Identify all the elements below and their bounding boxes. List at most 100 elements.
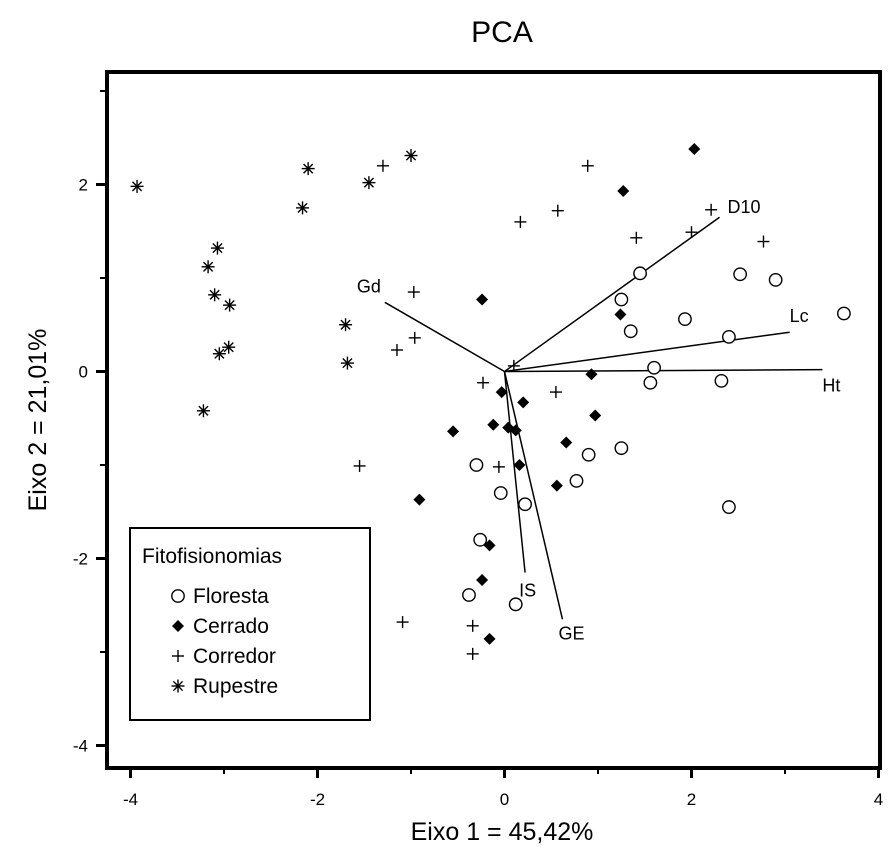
point-corredor <box>551 204 564 217</box>
point-rupestre <box>296 201 310 215</box>
vector-ge <box>503 371 564 620</box>
point-corredor <box>376 159 389 172</box>
x-tick-label: 2 <box>687 790 696 809</box>
point-floresta <box>678 312 692 327</box>
point-corredor <box>408 331 421 344</box>
point-corredor <box>396 616 409 629</box>
point-rupestre <box>196 404 210 418</box>
chart-title: PCA <box>471 16 533 49</box>
point-cerrado <box>517 396 530 409</box>
series-rupestre <box>130 149 418 418</box>
legend-marker-corredor <box>172 650 184 662</box>
loading-vectors: D10 Lc Ht Gd IS GE <box>357 197 841 643</box>
point-floresta <box>647 360 661 375</box>
x-tick-label: -2 <box>310 790 325 809</box>
vector-lc <box>504 331 790 373</box>
point-rupestre <box>201 260 215 274</box>
point-cerrado <box>483 539 496 552</box>
point-corredor <box>514 215 527 228</box>
vector-d10 <box>504 216 720 373</box>
vector-is <box>503 371 526 573</box>
point-floresta <box>837 306 851 321</box>
point-floresta <box>733 267 748 282</box>
point-cerrado <box>487 418 500 431</box>
point-rupestre <box>362 176 376 190</box>
y-tick-label: 0 <box>79 363 88 382</box>
legend: Fitofisionomias Floresta Cerrado Corredor R… <box>129 527 371 721</box>
point-rupestre <box>222 340 236 354</box>
point-floresta <box>633 266 647 281</box>
point-cerrado <box>589 409 602 422</box>
x-tick-label: 4 <box>874 790 883 809</box>
point-corredor <box>466 647 479 660</box>
legend-entries: Floresta Cerrado Corredor Rupestre <box>171 585 278 698</box>
point-floresta <box>581 447 596 462</box>
x-axis: -4 -2 0 2 4 <box>123 766 883 809</box>
point-corredor <box>630 231 643 244</box>
point-floresta <box>614 292 629 307</box>
point-cerrado <box>617 185 630 198</box>
point-cerrado <box>550 479 563 492</box>
series-corredor <box>353 159 770 660</box>
vector-label-d10: D10 <box>728 197 761 217</box>
point-corredor <box>353 459 366 472</box>
point-cerrado <box>585 368 598 381</box>
point-cerrado <box>413 493 426 506</box>
point-cerrado <box>560 436 573 449</box>
y-tick-label: -4 <box>73 737 88 756</box>
legend-title: Fitofisionomias <box>142 545 282 568</box>
x-tick-label: -4 <box>123 790 138 809</box>
legend-label-cerrado: Cerrado <box>193 615 269 638</box>
point-floresta <box>462 588 476 602</box>
point-corredor <box>705 203 718 216</box>
y-axis-label: Eixo 2 = 21,01% <box>24 329 52 512</box>
legend-label-floresta: Floresta <box>193 585 269 608</box>
point-cerrado <box>688 142 701 155</box>
y-axis: -4 -2 0 2 <box>73 90 109 756</box>
point-cerrado <box>509 424 522 437</box>
point-floresta <box>714 373 729 388</box>
point-rupestre <box>339 318 353 332</box>
vector-label-is: IS <box>519 581 536 601</box>
legend-marker-rupestre <box>171 679 185 693</box>
data-points <box>130 142 851 660</box>
x-axis-label: Eixo 1 = 45,42% <box>411 818 594 846</box>
point-corredor <box>476 376 489 389</box>
point-floresta <box>722 500 736 514</box>
y-tick-label: -2 <box>73 550 88 569</box>
point-floresta <box>508 597 523 612</box>
point-floresta <box>722 330 736 344</box>
legend-label-rupestre: Rupestre <box>193 675 278 698</box>
vector-label-gd: Gd <box>357 276 381 296</box>
series-cerrado <box>413 142 701 645</box>
point-floresta <box>493 486 508 500</box>
point-corredor <box>466 619 479 632</box>
point-corredor <box>407 286 420 299</box>
plot-frame <box>105 70 882 770</box>
y-tick-label: 2 <box>79 176 88 195</box>
point-cerrado <box>513 459 526 471</box>
point-floresta <box>569 473 584 488</box>
legend-marker-floresta <box>171 589 185 603</box>
point-rupestre <box>301 162 315 176</box>
x-tick-label: 0 <box>500 790 509 809</box>
vector-gd <box>384 301 505 373</box>
point-floresta <box>614 441 629 456</box>
point-rupestre <box>340 356 354 370</box>
point-rupestre <box>130 179 144 193</box>
vector-label-ge: GE <box>558 623 584 643</box>
point-cerrado <box>614 308 627 321</box>
legend-label-corredor: Corredor <box>193 645 276 668</box>
point-corredor <box>549 386 562 399</box>
vector-label-ht: Ht <box>822 376 840 396</box>
point-rupestre <box>223 298 237 312</box>
point-floresta <box>518 497 532 512</box>
point-cerrado <box>483 632 496 645</box>
point-cerrado <box>476 574 489 587</box>
point-corredor <box>507 359 520 372</box>
point-corredor <box>390 343 403 356</box>
point-corredor <box>581 159 594 172</box>
point-floresta <box>469 458 484 472</box>
point-rupestre <box>404 149 418 163</box>
